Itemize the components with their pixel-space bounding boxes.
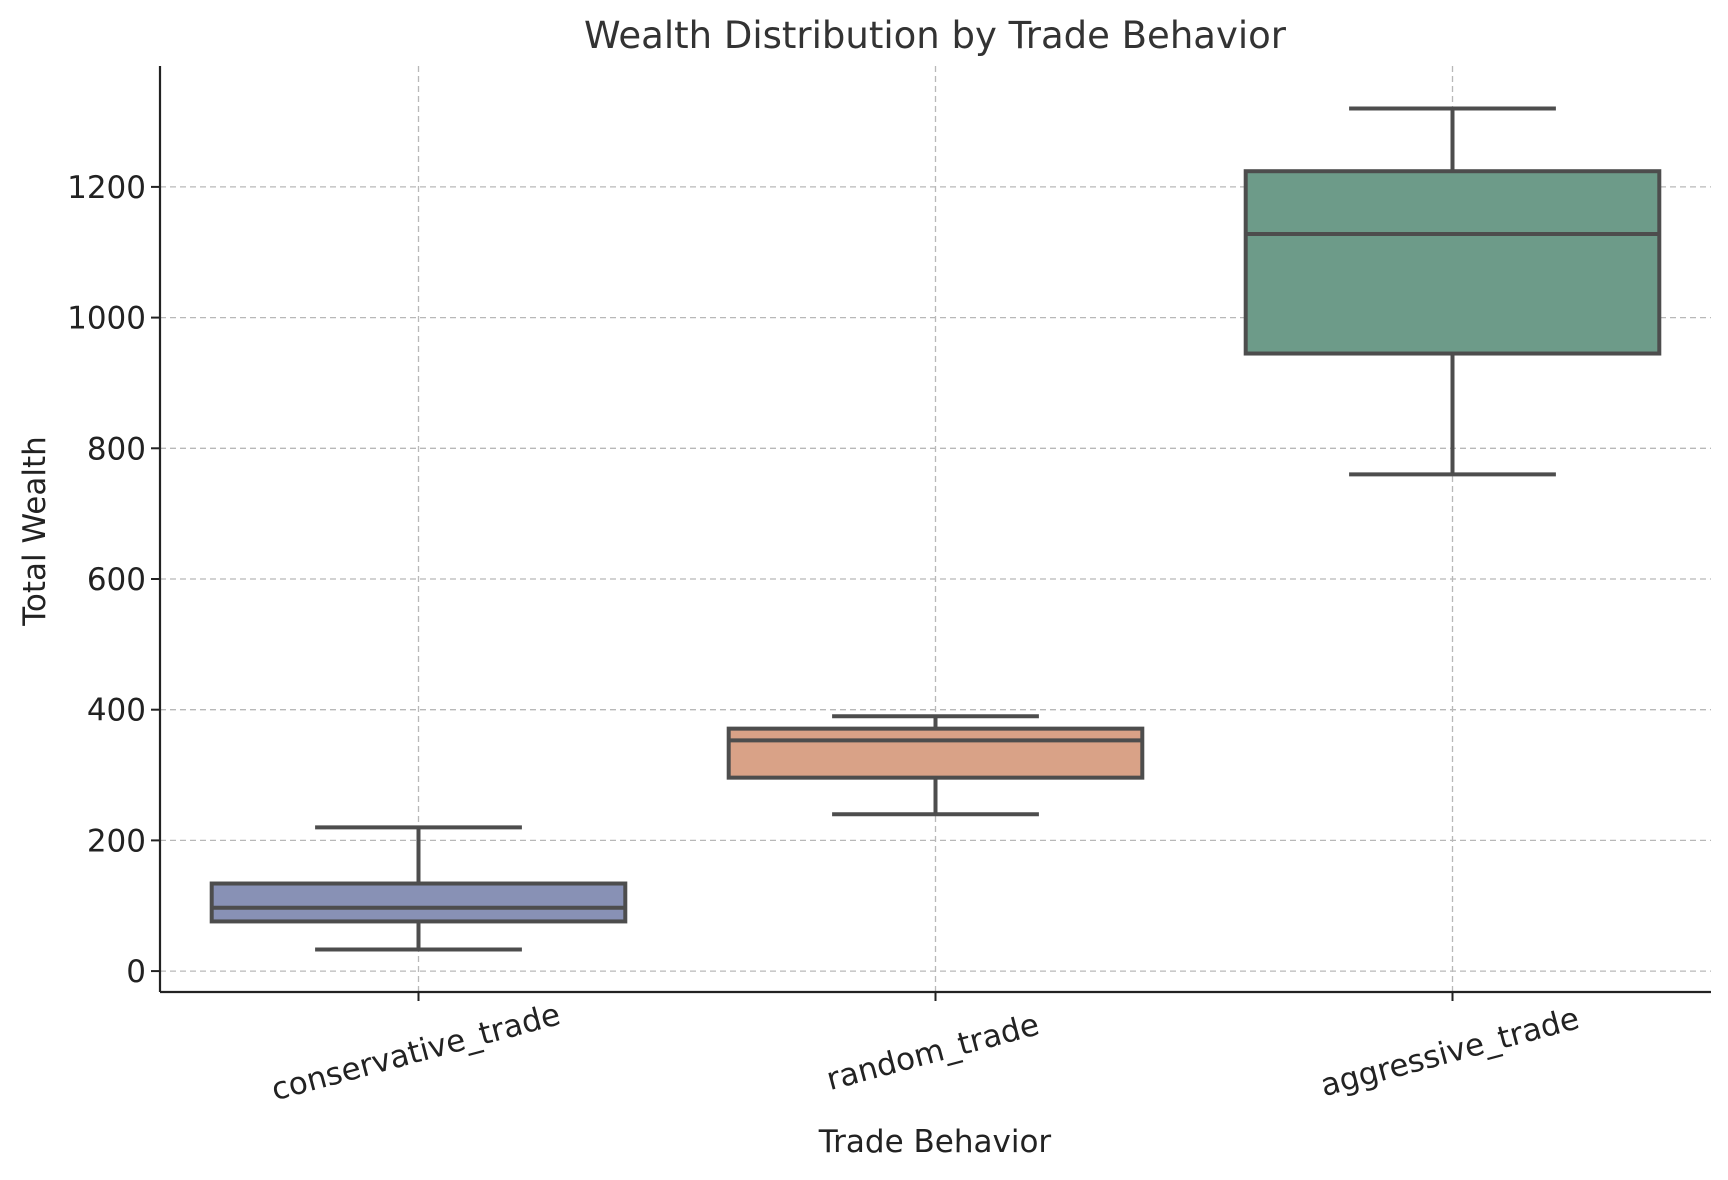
y-tick-label: 1200 — [67, 170, 146, 206]
box-aggressive_trade — [1243, 169, 1662, 356]
y-tick-label: 0 — [126, 954, 146, 990]
box-conservative_trade — [209, 881, 628, 924]
chart-title: Wealth Distribution by Trade Behavior — [584, 14, 1287, 57]
x-tick-label: random_trade — [823, 1007, 1043, 1098]
y-tick-label: 600 — [87, 562, 146, 598]
x-axis-label: Trade Behavior — [818, 1124, 1052, 1160]
x-tick-label: conservative_trade — [268, 996, 564, 1108]
y-tick-label: 400 — [87, 693, 146, 729]
box-random_trade — [726, 726, 1145, 780]
x-tick-label: aggressive_trade — [1317, 1001, 1583, 1105]
plot-area — [209, 106, 1662, 952]
y-tick-label: 800 — [87, 431, 146, 467]
y-axis-label: Total Wealth — [17, 436, 53, 627]
y-tick-label: 1000 — [67, 301, 146, 337]
y-tick-label: 200 — [87, 823, 146, 859]
